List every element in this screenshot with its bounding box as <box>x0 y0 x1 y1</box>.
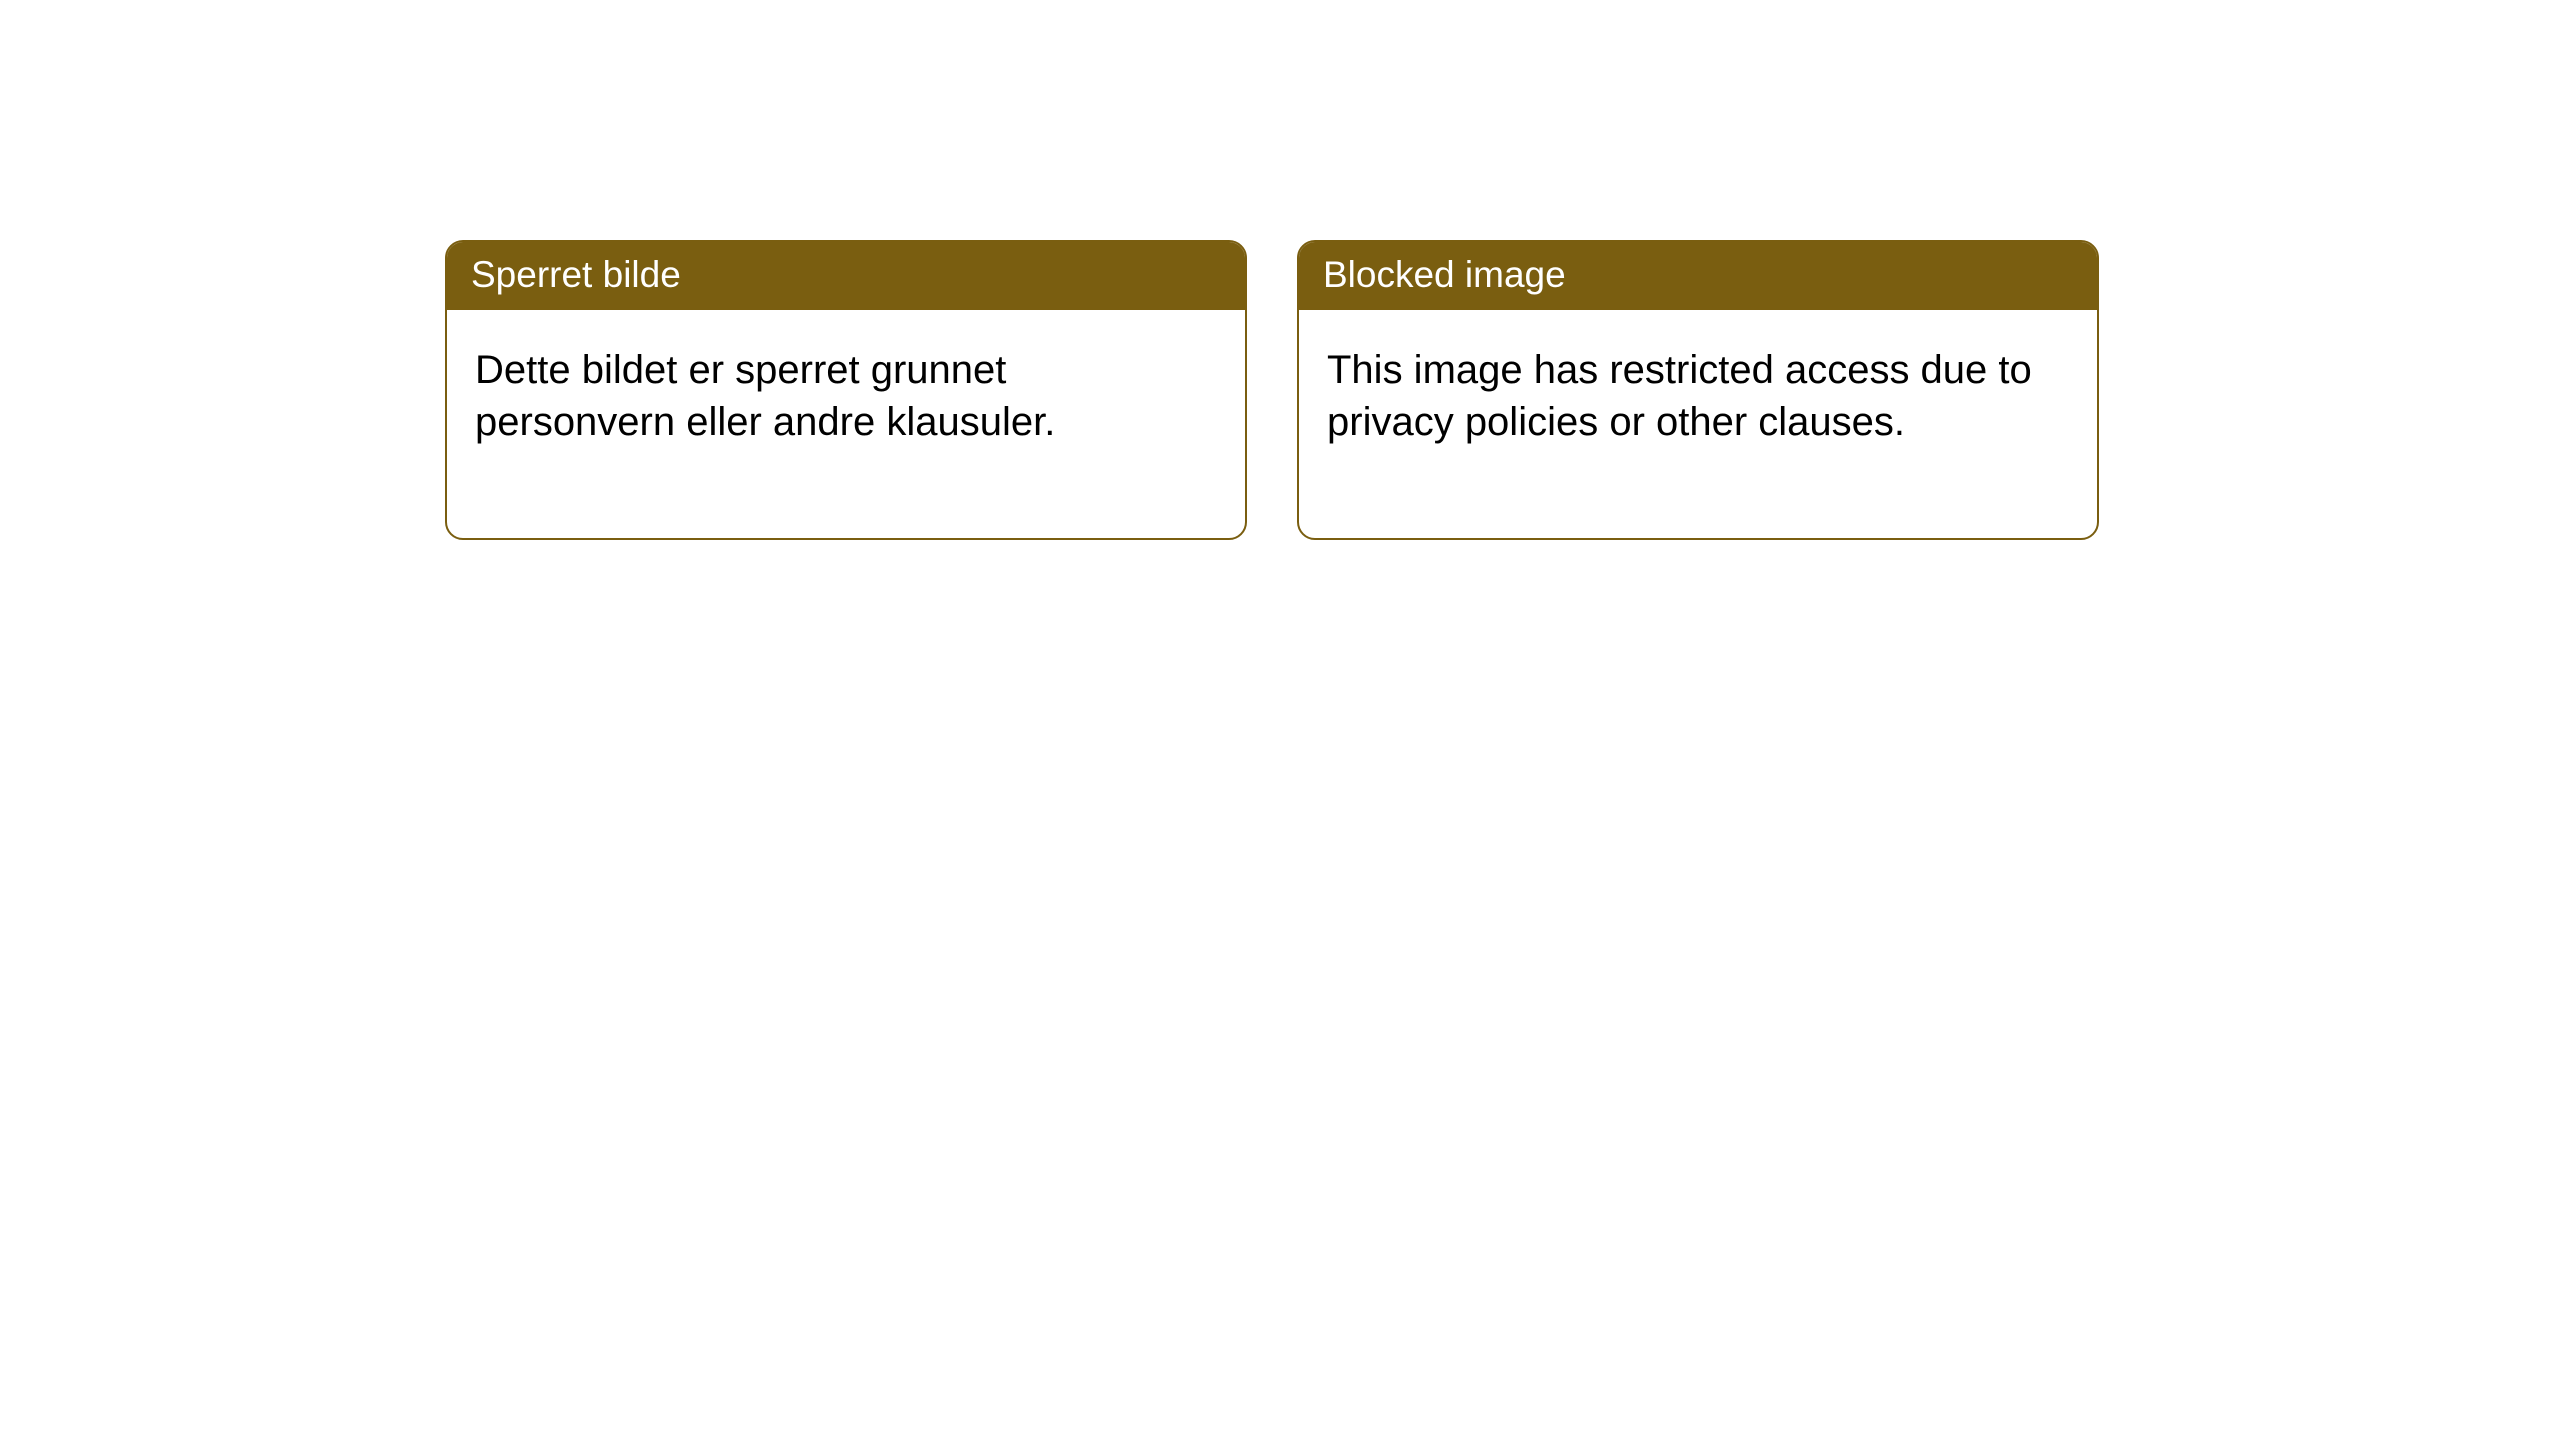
notice-text: Dette bildet er sperret grunnet personve… <box>475 348 1055 444</box>
notice-body-en: This image has restricted access due to … <box>1299 310 2097 538</box>
notice-text: This image has restricted access due to … <box>1327 348 2032 444</box>
notice-card-en: Blocked image This image has restricted … <box>1297 240 2099 540</box>
notice-title: Sperret bilde <box>471 254 681 295</box>
notice-container: Sperret bilde Dette bildet er sperret gr… <box>0 0 2560 540</box>
notice-header-en: Blocked image <box>1299 242 2097 310</box>
notice-header-no: Sperret bilde <box>447 242 1245 310</box>
notice-body-no: Dette bildet er sperret grunnet personve… <box>447 310 1245 538</box>
notice-title: Blocked image <box>1323 254 1566 295</box>
notice-card-no: Sperret bilde Dette bildet er sperret gr… <box>445 240 1247 540</box>
